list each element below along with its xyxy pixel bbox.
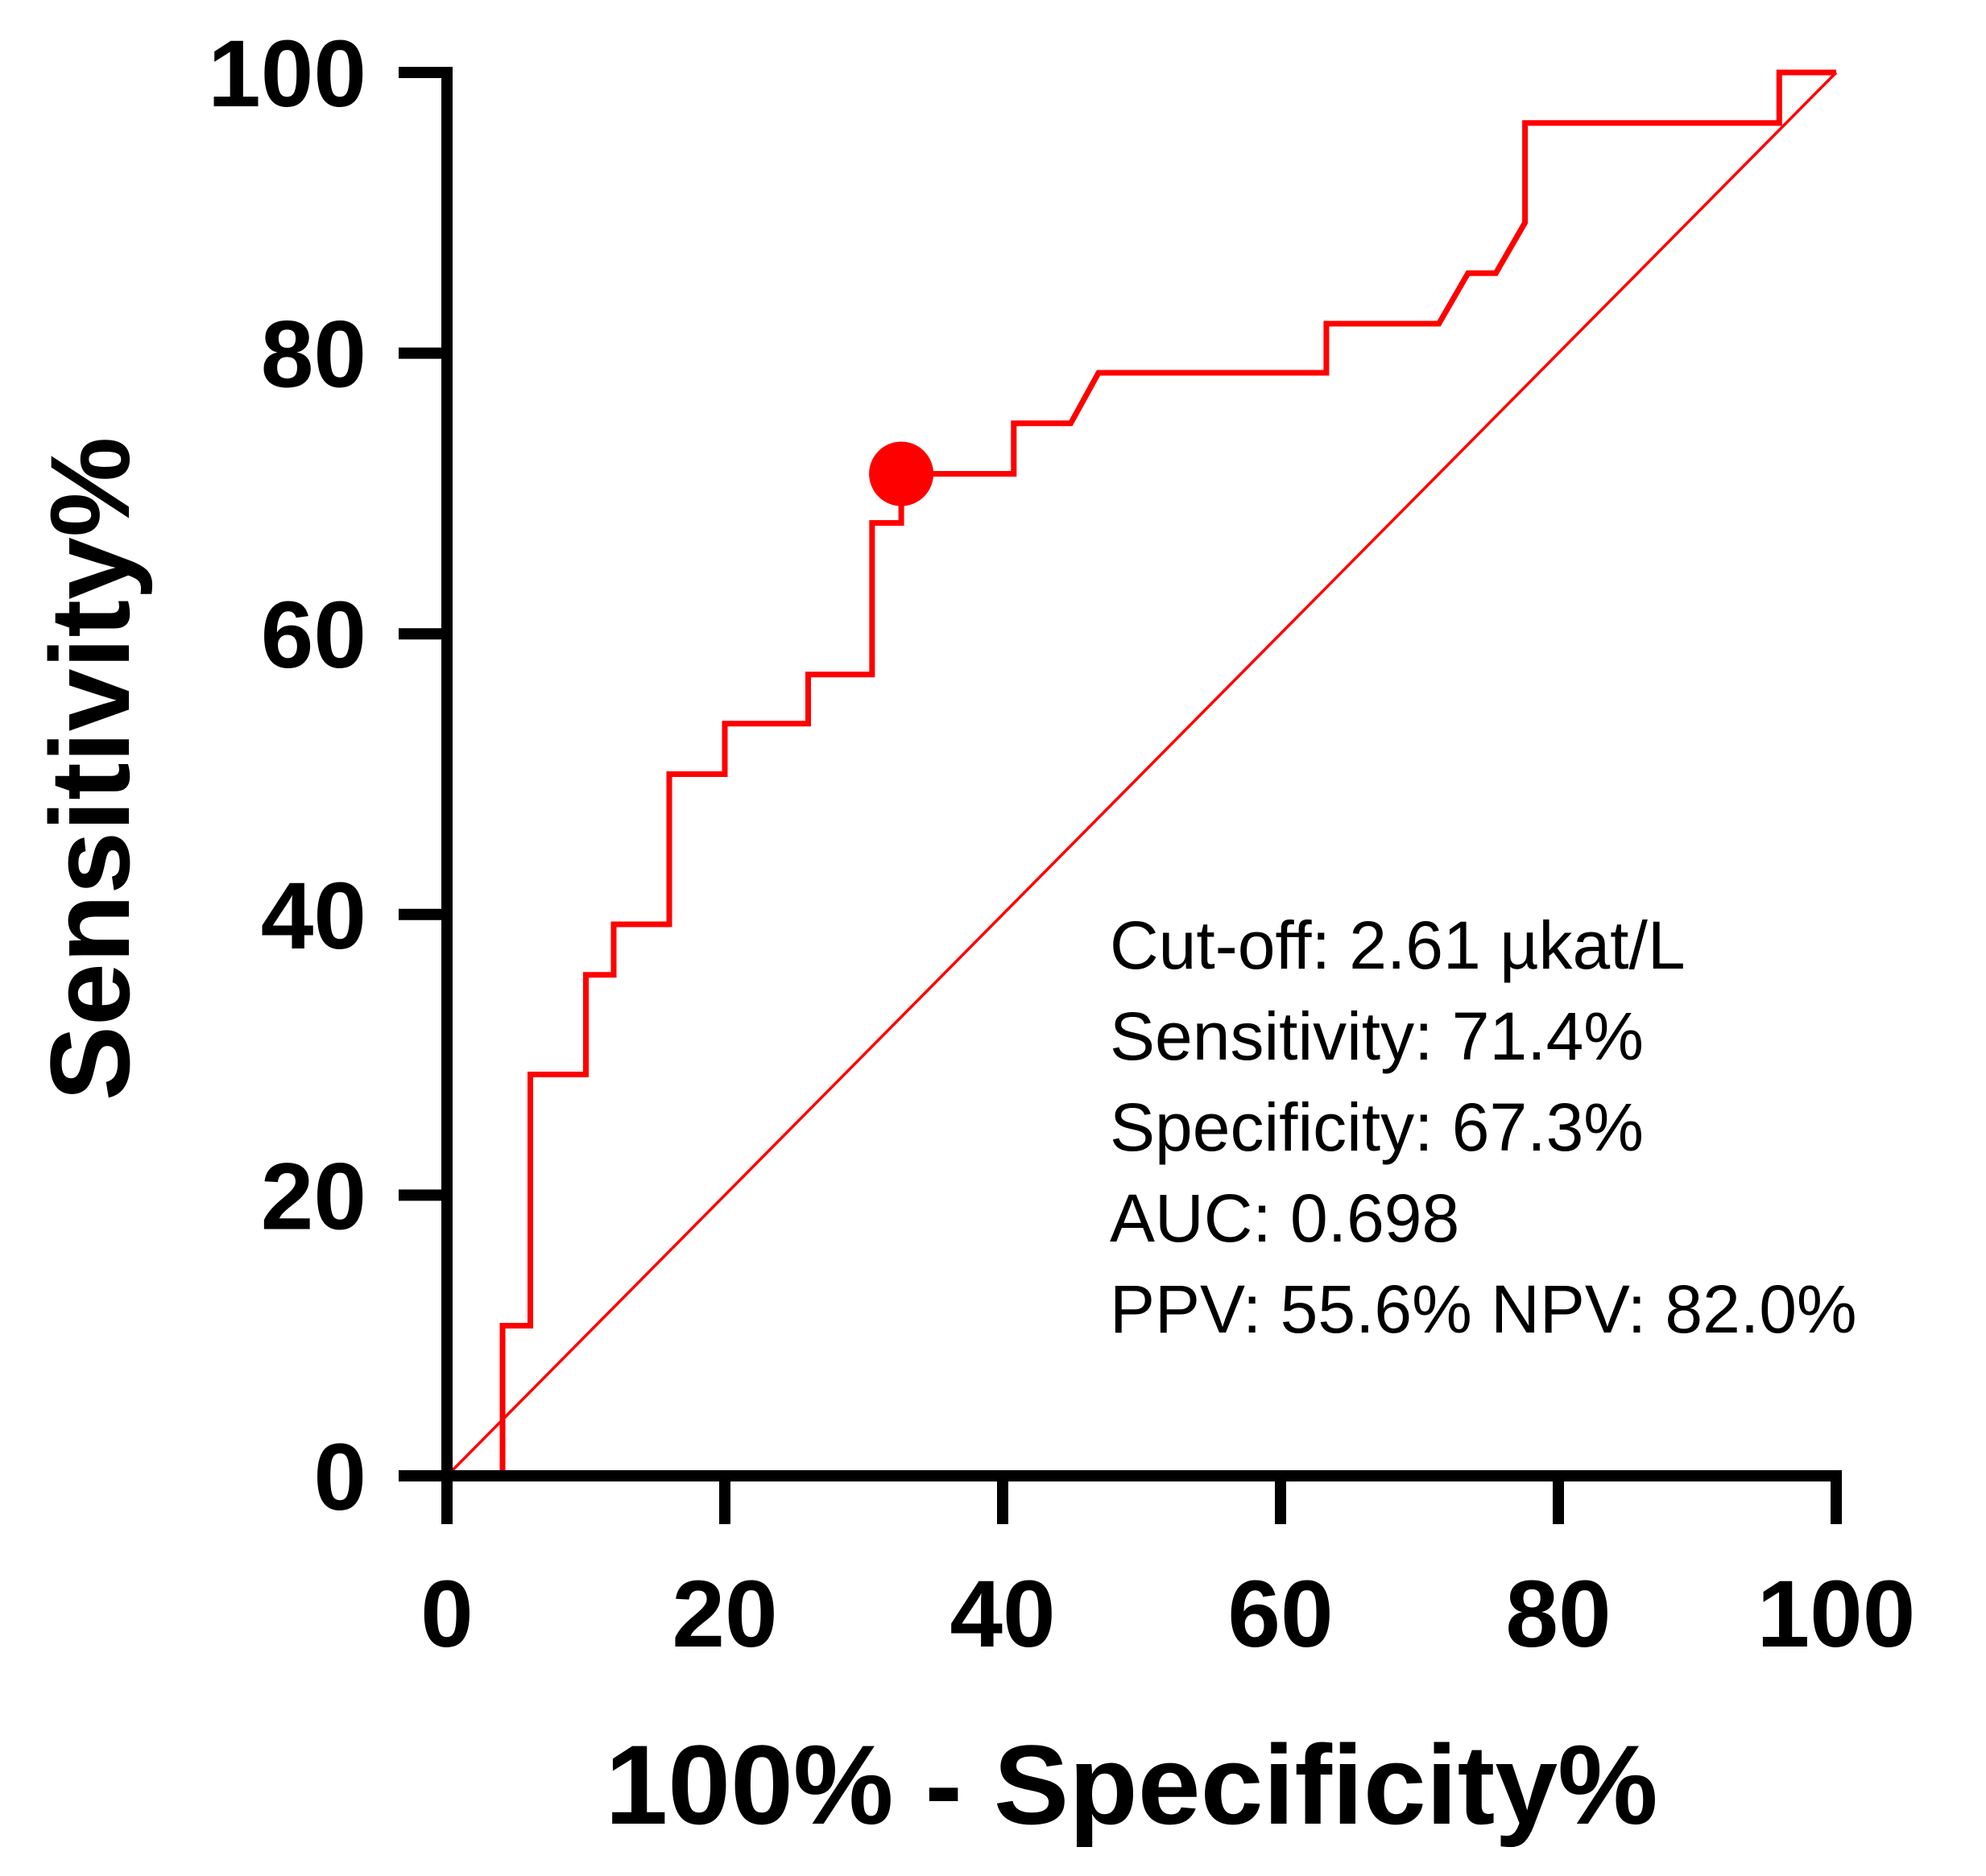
curves-layer [445, 69, 1838, 1479]
x-axis-title: 100% - Specificity% [605, 1721, 1657, 1848]
x-tick-label: 100 [1757, 1561, 1916, 1667]
x-tick-label: 40 [950, 1561, 1055, 1667]
annotation-line: PPV: 55.6% NPV: 82.0% [1110, 1271, 1857, 1347]
annotation-line: AUC: 0.698 [1110, 1180, 1459, 1256]
reference-diagonal-line [445, 71, 1838, 1477]
ticks-layer [399, 67, 1842, 1524]
x-tick-label: 60 [1227, 1561, 1333, 1667]
y-axis-title: Sensitivity% [27, 437, 153, 1101]
x-tick-label: 20 [672, 1561, 777, 1667]
y-tick-label: 60 [261, 582, 366, 688]
x-tick-label: 80 [1505, 1561, 1611, 1667]
annotation-line: Specificity: 67.3% [1110, 1089, 1644, 1165]
roc-curve-line [447, 69, 1836, 1479]
axes-layer [441, 67, 1842, 1481]
y-tick-label: 20 [261, 1143, 366, 1250]
y-tick-label: 80 [261, 302, 366, 408]
cutoff-point-marker [869, 441, 934, 506]
y-tick-label: 0 [313, 1424, 366, 1531]
labels-layer: 0 20 40 60 80 100 0 20 40 60 80 100 [208, 21, 1915, 1667]
annotations-layer: Cut-off: 2.61 µkat/L Sensitivity: 71.4% Sp… [1110, 907, 1857, 1347]
x-tick-label: 0 [420, 1561, 474, 1667]
y-tick-label: 40 [261, 863, 366, 969]
annotation-line: Cut-off: 2.61 µkat/L [1110, 907, 1686, 983]
y-tick-label: 100 [208, 21, 366, 127]
annotation-line: Sensitivity: 71.4% [1110, 998, 1644, 1074]
